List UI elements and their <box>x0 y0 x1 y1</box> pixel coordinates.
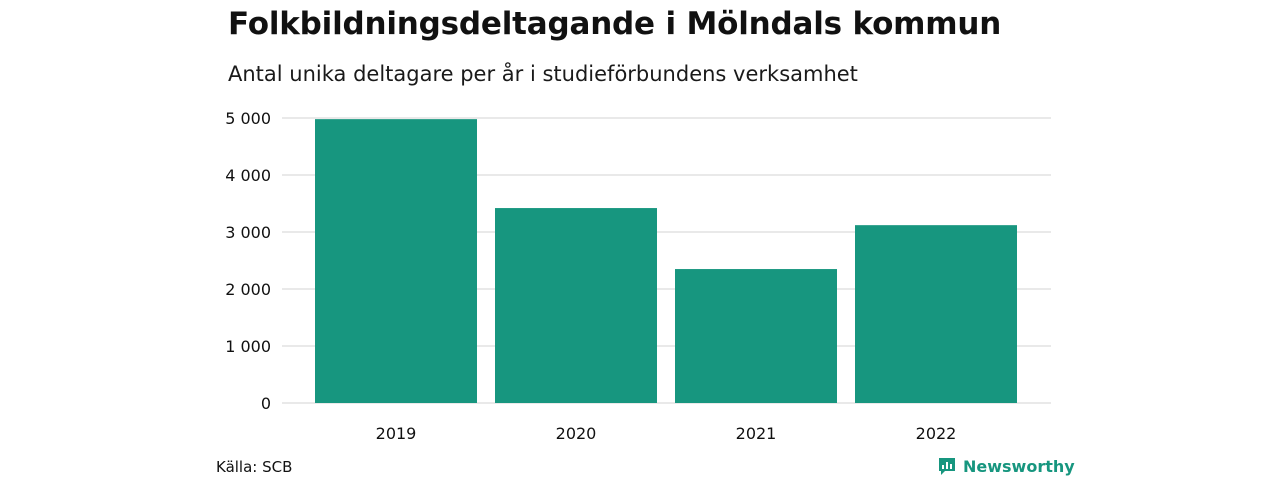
x-tick-label: 2020 <box>556 424 597 443</box>
bar-2022 <box>855 225 1017 403</box>
bar-2021 <box>675 269 837 403</box>
x-tick-label: 2021 <box>736 424 777 443</box>
y-tick-label: 5 000 <box>225 109 271 128</box>
y-tick-label: 3 000 <box>225 223 271 242</box>
newsworthy-logo-icon <box>939 458 955 475</box>
y-tick-label: 4 000 <box>225 166 271 185</box>
bars <box>315 119 1017 403</box>
chart-title: Folkbildningsdeltagande i Mölndals kommu… <box>228 6 1002 42</box>
y-tick-label: 1 000 <box>225 337 271 356</box>
y-axis-ticks: 0 1 000 2 000 3 000 4 000 5 000 <box>225 109 271 413</box>
bar-2019 <box>315 119 477 403</box>
brand-logo: Newsworthy <box>937 456 1075 476</box>
brand-name: Newsworthy <box>963 456 1075 476</box>
x-tick-label: 2019 <box>376 424 417 443</box>
x-tick-label: 2022 <box>916 424 957 443</box>
source-note: Källa: SCB <box>216 458 293 476</box>
x-axis-ticks: 2019 2020 2021 2022 <box>376 424 957 443</box>
y-tick-label: 0 <box>261 394 271 413</box>
bar-2020 <box>495 208 657 403</box>
chart-subtitle: Antal unika deltagare per år i studieför… <box>228 62 858 86</box>
y-tick-label: 2 000 <box>225 280 271 299</box>
